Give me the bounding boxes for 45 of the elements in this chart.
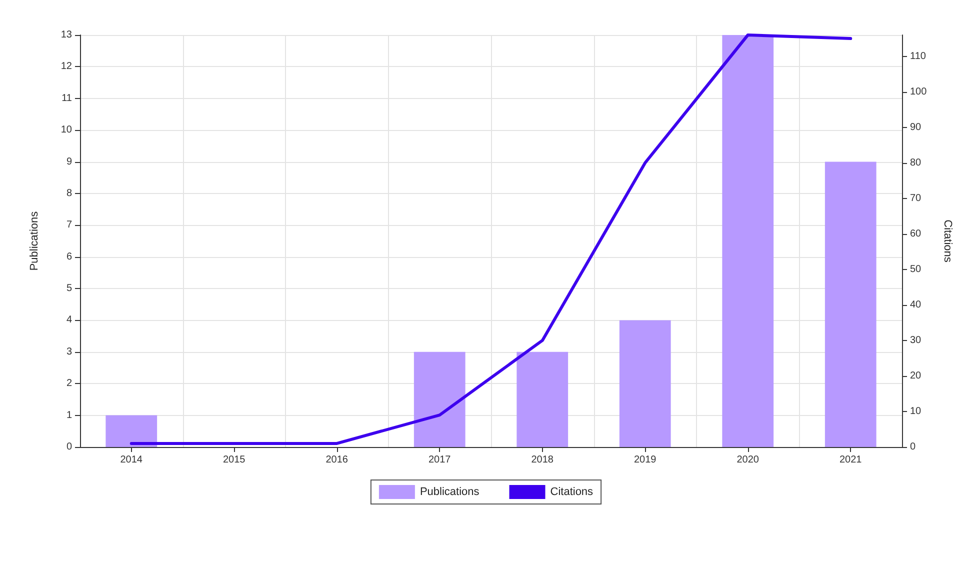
y2-tick-label: 90	[910, 122, 922, 133]
legend-label: Publications	[420, 486, 480, 498]
y-tick-label: 12	[60, 61, 72, 72]
bar	[722, 35, 774, 447]
y-tick-label: 9	[66, 156, 72, 168]
x-tick-label: 2014	[120, 454, 143, 466]
x-tick-label: 2018	[531, 454, 554, 466]
y-tick-label: 11	[62, 92, 72, 104]
y-tick-label: 2	[66, 378, 72, 390]
y2-tick-label: 70	[910, 192, 922, 204]
y2-tick-label: 100	[910, 86, 928, 98]
y-tick-label: 8	[66, 188, 72, 199]
legend-label: Citations	[550, 486, 594, 498]
y-tick-label: 0	[66, 442, 72, 452]
y-tick-label: 10	[60, 124, 72, 136]
y-tick-label: 4	[66, 314, 72, 326]
y-axis-title: Publications	[28, 210, 40, 271]
y2-tick-label: 80	[910, 157, 922, 168]
y-tick-label: 3	[66, 346, 72, 358]
bar	[619, 320, 671, 447]
bar	[414, 352, 466, 447]
y-tick-label: 7	[66, 220, 72, 231]
bar	[106, 415, 158, 447]
y2-tick-label: 0	[910, 442, 916, 452]
y2-tick-label: 40	[910, 299, 922, 310]
x-tick-label: 2021	[840, 454, 862, 466]
y-tick-label: 13	[60, 30, 72, 40]
y2-tick-label: 110	[910, 50, 926, 62]
y2-tick-label: 20	[910, 370, 922, 382]
x-tick-label: 2016	[326, 454, 348, 466]
y-tick-label: 1	[66, 410, 72, 421]
y-tick-label: 5	[66, 283, 72, 294]
y2-axis-title: Citations	[942, 220, 954, 263]
y2-tick-label: 60	[910, 228, 922, 240]
y2-tick-label: 50	[910, 264, 922, 275]
bar	[516, 352, 568, 447]
bar	[824, 162, 876, 447]
x-tick-label: 2019	[634, 454, 657, 466]
line-series	[130, 34, 852, 445]
y2-tick-label: 10	[910, 406, 922, 417]
x-tick-label: 2020	[736, 454, 760, 466]
y-tick-label: 6	[66, 251, 72, 262]
x-tick-label: 2017	[428, 454, 452, 466]
y2-tick-label: 30	[910, 334, 922, 346]
x-tick-label: 2015	[223, 454, 246, 466]
